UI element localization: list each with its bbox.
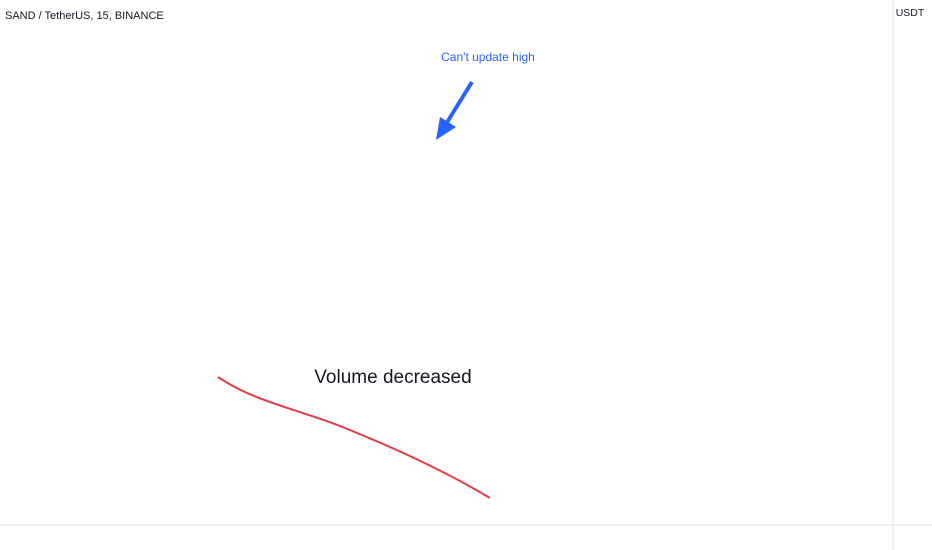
arrow-note: Can't update high (441, 50, 535, 64)
volume-trend-drawing (217, 376, 491, 499)
arrow-head (436, 117, 456, 140)
chart-title: SAND / TetherUS, 15, BINANCE (5, 10, 164, 22)
arrow-shaft (444, 80, 474, 126)
price-axis (893, 0, 932, 550)
volume-note: Volume decreased (314, 367, 471, 388)
currency-label: USDT (896, 7, 925, 19)
